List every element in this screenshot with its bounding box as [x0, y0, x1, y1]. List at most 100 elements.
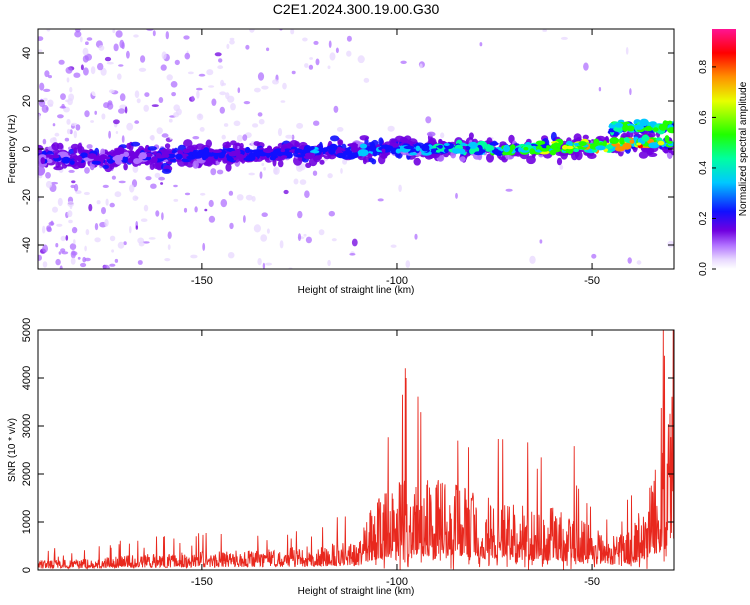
heatmap-speckle: [50, 220, 54, 226]
heatmap-speckle: [174, 59, 180, 66]
heatmap-speckle: [260, 234, 268, 242]
heatmap-ridge-halo: [195, 143, 205, 150]
heatmap-ridge-blob: [205, 156, 216, 164]
heatmap-ridge-halo: [556, 157, 563, 166]
heatmap-ridge-blob: [343, 149, 353, 156]
heatmap-speckle: [46, 29, 51, 32]
heatmap-speckle: [104, 56, 112, 62]
heatmap-speckle: [206, 69, 214, 76]
snr-series-line: [38, 330, 674, 570]
heatmap-speckle: [43, 97, 48, 102]
heatmap-speckle: [377, 198, 384, 202]
heatmap-speckle: [68, 93, 75, 102]
heatmap-speckle: [252, 123, 259, 128]
heatmap-ridge-blob: [211, 149, 222, 153]
heatmap-ridge-halo: [337, 139, 343, 146]
heatmap-speckle: [168, 118, 173, 123]
heatmap-ridge-blob: [657, 140, 665, 146]
heatmap-ridge-blob: [62, 159, 67, 164]
heatmap-speckle: [97, 62, 104, 71]
heatmap-ridge-blob: [529, 148, 536, 155]
heatmap-ridge-blob: [150, 156, 158, 164]
heatmap-speckle: [160, 64, 167, 71]
heatmap-ylabel: Frequency (Hz): [7, 115, 18, 184]
heatmap-speckle: [103, 264, 110, 269]
colorbar-tick-label: 0.6: [698, 110, 709, 124]
heatmap-speckle: [305, 236, 312, 244]
heatmap-speckle: [69, 129, 73, 135]
heatmap-speckle: [73, 130, 78, 139]
heatmap-ridge-blob: [535, 145, 543, 149]
heatmap-ridge-blob: [280, 155, 288, 159]
heatmap-ridge-blob: [595, 145, 606, 151]
heatmap-ridge-blob: [280, 148, 286, 153]
colorbar-tick-label: 0.2: [698, 211, 709, 225]
heatmap-upper-branch: [633, 124, 644, 130]
heatmap-speckle: [377, 132, 382, 138]
colorbar-scale: [712, 29, 736, 269]
heatmap-ridge-halo: [239, 142, 244, 150]
heatmap-ridge-halo: [359, 135, 370, 141]
heatmap-ridge-blob: [294, 149, 299, 154]
heatmap-speckle: [328, 40, 332, 48]
heatmap-speckle: [198, 73, 206, 77]
colorbar-label: Normalized spectral amplitude: [738, 81, 749, 216]
heatmap-speckle: [280, 100, 286, 103]
heatmap-ridge-blob: [622, 142, 632, 150]
heatmap-speckle: [155, 210, 160, 217]
heatmap-ridge-blob: [641, 134, 650, 142]
snr-xtick-label: -100: [386, 576, 408, 588]
snr-xtick-label: -50: [584, 576, 600, 588]
heatmap-ridge-blob: [503, 144, 510, 153]
heatmap-speckle: [57, 114, 64, 119]
heatmap-ridge-blob: [562, 145, 568, 150]
heatmap-ridge-halo: [164, 143, 171, 149]
heatmap-ridge-blob: [357, 149, 369, 157]
heatmap-ytick-label: -40: [21, 237, 33, 253]
heatmap-ridge-blob: [409, 152, 418, 156]
heatmap-ridge-blob: [304, 152, 316, 158]
heatmap-speckle: [219, 106, 225, 114]
heatmap-ridge-blob: [655, 137, 661, 141]
heatmap-speckle: [114, 191, 122, 198]
heatmap-speckle: [419, 63, 423, 69]
heatmap-speckle: [479, 42, 483, 47]
heatmap-ridge-blob: [226, 147, 235, 152]
heatmap-speckle: [154, 172, 161, 178]
heatmap-speckle: [284, 178, 292, 188]
heatmap-ridge-blob: [415, 145, 421, 152]
heatmap-speckle: [196, 113, 204, 121]
colorbar: 0.0 0.2 0.4 0.6 0.8 Normalized spectral ampl…: [698, 29, 749, 276]
heatmap-speckle: [65, 66, 73, 74]
heatmap-speckle: [106, 102, 114, 110]
heatmap-speckle: [249, 29, 255, 33]
heatmap-ridge-halo: [670, 150, 674, 156]
heatmap-speckle: [214, 52, 222, 57]
heatmap-ridge-blob: [127, 157, 133, 164]
heatmap-speckle: [257, 112, 263, 117]
heatmap-speckle: [263, 167, 266, 171]
heatmap-speckle: [91, 88, 99, 97]
heatmap-speckle: [196, 90, 200, 99]
heatmap-speckle: [166, 74, 173, 81]
heatmap-speckle: [38, 36, 44, 41]
heatmap-speckle: [304, 63, 309, 68]
heatmap-speckle: [414, 233, 418, 240]
heatmap-speckle: [199, 126, 205, 132]
heatmap-speckle: [170, 81, 178, 88]
heatmap-speckle: [42, 225, 46, 234]
heatmap-upper-branch: [652, 127, 659, 132]
heatmap-ridge-halo: [305, 162, 312, 168]
heatmap-speckle: [42, 138, 47, 145]
heatmap-speckle: [349, 253, 356, 256]
heatmap-speckle: [221, 134, 226, 140]
heatmap-speckle: [71, 251, 78, 256]
colorbar-axes: 0.0 0.2 0.4 0.6 0.8: [698, 60, 716, 276]
heatmap-speckle: [184, 52, 191, 60]
heatmap-speckle: [73, 239, 76, 245]
heatmap-ridge-halo: [102, 164, 109, 169]
heatmap-speckle: [54, 132, 60, 137]
heatmap-speckle: [204, 208, 208, 212]
snr-ylabel: SNR (10 * v/v): [7, 418, 18, 482]
heatmap-speckle: [126, 50, 130, 59]
